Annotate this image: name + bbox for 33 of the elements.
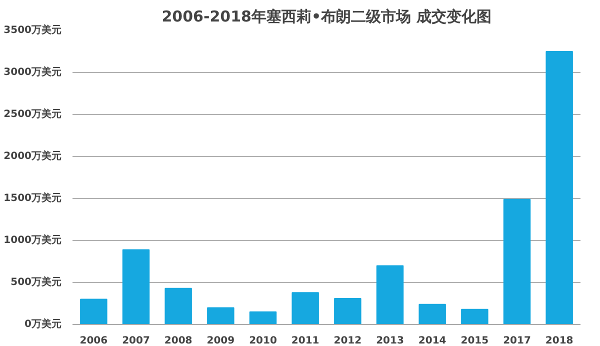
bar: [376, 265, 404, 324]
bar: [122, 249, 150, 324]
y-tick-label: 2500万美元: [4, 108, 62, 120]
x-tick-label: 2010: [249, 336, 277, 346]
x-tick-label: 2011: [291, 336, 320, 346]
y-tick-label: 500万美元: [10, 276, 62, 288]
x-tick-label: 2014: [418, 336, 446, 346]
y-tick-label: 3500万美元: [4, 24, 62, 36]
bar: [164, 288, 192, 324]
x-tick-label: 2007: [122, 336, 150, 346]
bar: [249, 311, 277, 324]
x-tick-label: 2017: [503, 336, 531, 346]
y-tick-label: 2000万美元: [4, 150, 62, 162]
x-tick-label: 2012: [334, 336, 362, 346]
bar: [461, 308, 488, 324]
bar: [546, 51, 573, 324]
y-tick-label: 0万美元: [24, 318, 62, 330]
x-tick-label: 2013: [376, 336, 404, 346]
bar: [207, 307, 234, 324]
bar: [292, 292, 319, 324]
bar: [80, 298, 108, 324]
y-tick-label: 1000万美元: [4, 234, 62, 246]
y-tick-label: 3000万美元: [4, 66, 62, 78]
bar: [334, 298, 362, 324]
bar: [418, 304, 446, 324]
chart-title: 2006-2018年塞西莉•布朗二级市场 成交变化图: [162, 8, 492, 26]
x-tick-label: 2015: [460, 336, 489, 346]
x-tick-label: 2018: [545, 336, 574, 346]
x-tick-label: 2008: [164, 336, 192, 346]
x-tick-label: 2009: [206, 336, 235, 346]
bar: [503, 198, 531, 324]
x-tick-label: 2006: [80, 336, 108, 346]
y-tick-label: 1500万美元: [4, 192, 62, 204]
